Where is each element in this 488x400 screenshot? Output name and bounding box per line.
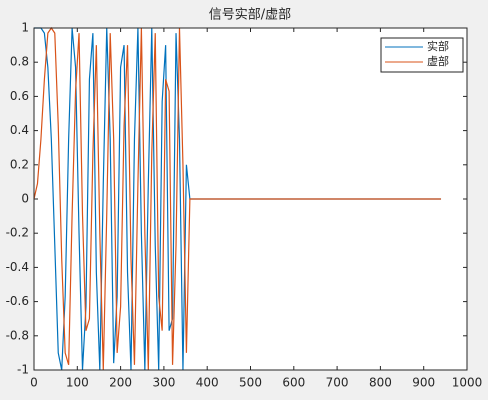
y-tick-label: 0.4 xyxy=(10,123,29,137)
y-tick-label: -0.8 xyxy=(6,328,29,342)
y-tick-label: 0 xyxy=(21,192,29,206)
legend-label: 虚部 xyxy=(427,54,449,68)
y-tick-label: 0.8 xyxy=(10,55,29,69)
y-tick-label: 1 xyxy=(21,21,29,35)
x-tick-label: 100 xyxy=(66,376,89,390)
y-tick-label: -0.2 xyxy=(6,226,29,240)
x-tick-label: 0 xyxy=(30,376,38,390)
x-tick-label: 900 xyxy=(412,376,435,390)
x-tick-label: 200 xyxy=(109,376,132,390)
axes-box xyxy=(33,27,468,371)
x-tick-label: 1000 xyxy=(452,376,483,390)
y-tick-label: -1 xyxy=(17,363,29,377)
x-tick-label: 700 xyxy=(326,376,349,390)
x-tick-label: 500 xyxy=(239,376,262,390)
x-tick-label: 400 xyxy=(196,376,219,390)
x-tick-label: 600 xyxy=(282,376,305,390)
y-tick-label: 0.2 xyxy=(10,157,29,171)
chart-title: 信号实部/虚部 xyxy=(209,8,291,23)
legend-box xyxy=(380,37,464,73)
legend-label: 实部 xyxy=(427,39,449,53)
y-tick-label: -0.4 xyxy=(6,260,29,274)
y-tick-label: 0.6 xyxy=(10,89,29,103)
y-tick-label: -0.6 xyxy=(6,294,29,308)
x-tick-label: 300 xyxy=(152,376,175,390)
series-line xyxy=(34,27,442,371)
x-tick-label: 800 xyxy=(369,376,392,390)
series-line xyxy=(33,26,442,371)
